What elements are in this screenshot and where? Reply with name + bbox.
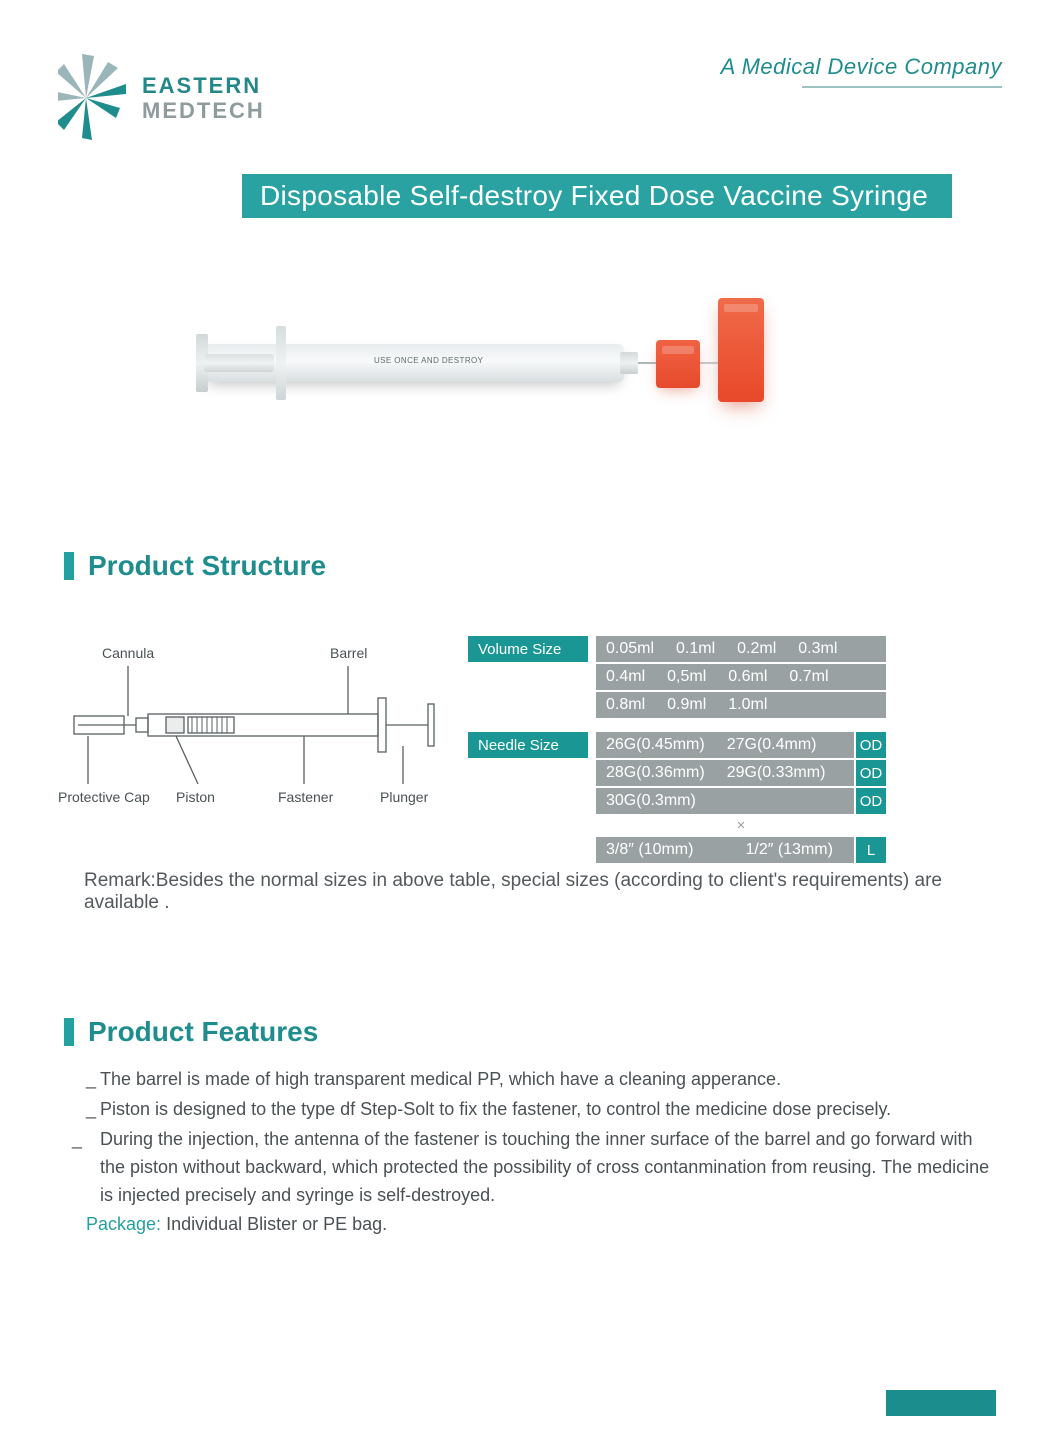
cell: 0.7ml [789, 668, 828, 686]
od-tag-1: OD [856, 760, 886, 786]
volume-row-2: 0.8ml 0.9ml 1.0ml [468, 692, 886, 718]
remark-text: Remark:Besides the normal sizes in above… [84, 870, 990, 914]
logo-line-1: EASTERN [142, 73, 265, 98]
package-label: Package: [86, 1214, 161, 1234]
label-piston: Piston [176, 789, 215, 805]
heading-text: Product Structure [88, 550, 326, 582]
page: EASTERN MEDTECH A Medical Device Company… [0, 0, 1060, 1438]
od-tag-0: OD [856, 732, 886, 758]
volume-cells-0: 0.05ml 0.1ml 0.2ml 0.3ml [596, 636, 886, 662]
logo-mark-icon [58, 48, 128, 148]
needle-cells-1: 28G(0.36mm) 29G(0.33mm) [596, 760, 854, 786]
tagline: A Medical Device Company [721, 54, 1002, 80]
od-tag-2: OD [856, 788, 886, 814]
cell: 0,5ml [667, 668, 706, 686]
cell: 26G(0.45mm) [606, 736, 705, 754]
package-value: Individual Blister or PE bag. [161, 1214, 387, 1234]
feature-text: Piston is designed to the type df Step-S… [100, 1099, 891, 1119]
heading-text: Product Features [88, 1016, 318, 1048]
heading-bar-icon [64, 552, 74, 580]
logo-line-2: MEDTECH [142, 98, 265, 123]
heading-bar-icon [64, 1018, 74, 1046]
features-list: _The barrel is made of high transparent … [86, 1066, 996, 1241]
feature-text: During the injection, the antenna of the… [100, 1129, 989, 1205]
package-line: Package: Individual Blister or PE bag. [86, 1211, 996, 1239]
feature-1: _The barrel is made of high transparent … [86, 1066, 996, 1094]
product-photo: USE ONCE AND DESTROY [190, 270, 790, 460]
volume-row-0: Volume Size 0.05ml 0.1ml 0.2ml 0.3ml [468, 636, 886, 662]
tagline-wrap: A Medical Device Company [721, 54, 1002, 88]
cell: 0.1ml [676, 640, 715, 658]
cell: 0.8ml [606, 696, 645, 714]
logo-text: EASTERN MEDTECH [142, 73, 265, 124]
cell: 0.9ml [667, 696, 706, 714]
cell: 0.05ml [606, 640, 654, 658]
cell: 0.4ml [606, 668, 645, 686]
l-tag: L [856, 837, 886, 863]
volume-label: Volume Size [468, 636, 588, 662]
label-barrel: Barrel [330, 645, 367, 661]
page-title: Disposable Self-destroy Fixed Dose Vacci… [242, 174, 952, 218]
finger-flange [276, 326, 286, 400]
needle-row-1: 28G(0.36mm) 29G(0.33mm) OD [468, 760, 886, 786]
label-fastener: Fastener [278, 789, 334, 805]
section-heading-structure: Product Structure [64, 550, 326, 582]
footer-block [886, 1390, 996, 1416]
plunger-rod [204, 354, 274, 372]
cell: 29G(0.33mm) [727, 764, 826, 782]
needle-row-0: Needle Size 26G(0.45mm) 27G(0.4mm) OD [468, 732, 886, 758]
length-row: 3/8″ (10mm) 1/2″ (13mm) L [468, 837, 886, 863]
feature-3: _During the injection, the antenna of th… [86, 1126, 996, 1210]
feature-text: The barrel is made of high transparent m… [100, 1069, 781, 1089]
needle-cap-big [718, 298, 764, 402]
barrel-end [620, 352, 638, 374]
tagline-underline [802, 86, 1002, 88]
syringe-illustration: USE ONCE AND DESTROY [204, 344, 624, 382]
cell: 28G(0.36mm) [606, 764, 705, 782]
header: EASTERN MEDTECH A Medical Device Company [58, 48, 1002, 158]
structure-diagram: Cannula Barrel Protective Cap Piston Fas… [58, 636, 458, 846]
cell: 30G(0.3mm) [606, 792, 696, 810]
needle-cap-small [656, 340, 700, 388]
label-plunger: Plunger [380, 789, 429, 805]
spec-block: Volume Size 0.05ml 0.1ml 0.2ml 0.3ml 0.4… [468, 636, 886, 863]
needle-cells-0: 26G(0.45mm) 27G(0.4mm) [596, 732, 854, 758]
cell: 1/2″ (13mm) [745, 841, 832, 859]
cell: 0.3ml [798, 640, 837, 658]
cell: 0.2ml [737, 640, 776, 658]
length-cells: 3/8″ (10mm) 1/2″ (13mm) [596, 837, 854, 863]
section-heading-features: Product Features [64, 1016, 318, 1048]
cell: 0.6ml [728, 668, 767, 686]
needle-row-2: 30G(0.3mm) OD [468, 788, 886, 814]
volume-row-1: 0.4ml 0,5ml 0.6ml 0.7ml [468, 664, 886, 690]
x-mark: × [468, 814, 886, 837]
feature-2: _Piston is designed to the type df Step-… [86, 1096, 996, 1124]
volume-cells-1: 0.4ml 0,5ml 0.6ml 0.7ml [596, 664, 886, 690]
volume-cells-2: 0.8ml 0.9ml 1.0ml [596, 692, 886, 718]
needle-cells-2: 30G(0.3mm) [596, 788, 854, 814]
cell: 1.0ml [728, 696, 767, 714]
barrel-print-text: USE ONCE AND DESTROY [374, 356, 483, 365]
label-protective-cap: Protective Cap [58, 789, 150, 805]
needle-label: Needle Size [468, 732, 588, 758]
cell: 3/8″ (10mm) [606, 841, 693, 859]
label-cannula: Cannula [102, 645, 154, 661]
cell: 27G(0.4mm) [727, 736, 817, 754]
